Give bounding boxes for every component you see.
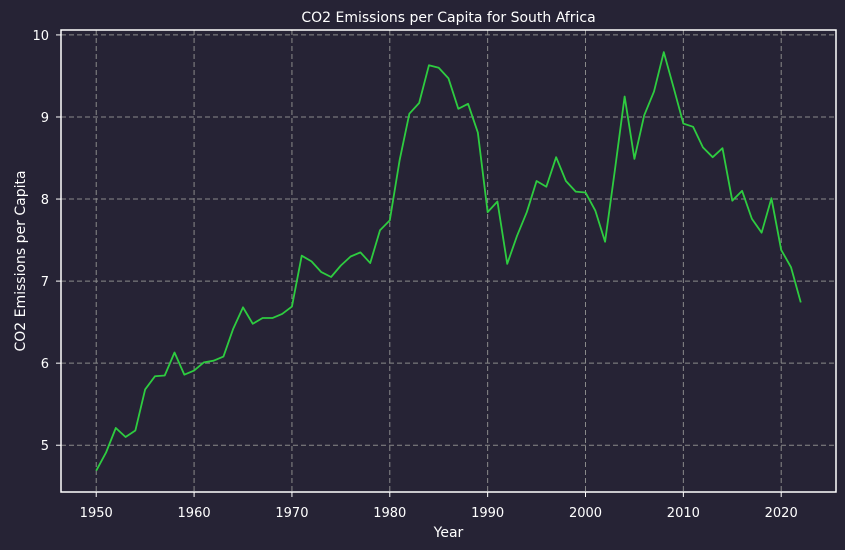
x-tick-label: 1960: [178, 506, 211, 521]
plot-frame: [60, 29, 837, 493]
y-tick-label: 9: [41, 111, 49, 126]
x-tick-label: 1970: [275, 506, 308, 521]
y-tick-label: 5: [41, 439, 49, 454]
series-line: [95, 51, 802, 472]
chart-title: CO2 Emissions per Capita for South Afric…: [301, 10, 595, 26]
x-axis: 1950 1960 1970 1980 1990 2000 2010 2020: [80, 492, 798, 521]
series-layer: [95, 51, 802, 472]
x-tick-label: 2020: [765, 506, 798, 521]
y-axis-title: CO2 Emissions per Capita: [13, 170, 29, 351]
x-axis-title: Year: [433, 525, 464, 541]
y-tick-label: 10: [32, 29, 49, 44]
grid: [61, 30, 836, 492]
x-tick-label: 2000: [569, 506, 602, 521]
x-tick-label: 2010: [667, 506, 700, 521]
y-tick-label: 8: [41, 193, 49, 208]
y-tick-label: 6: [41, 357, 49, 372]
x-tick-label: 1990: [471, 506, 504, 521]
y-tick-label: 7: [41, 275, 49, 290]
x-tick-label: 1980: [373, 506, 406, 521]
x-tick-label: 1950: [80, 506, 113, 521]
y-axis: 5 6 7 8 9 10: [32, 29, 61, 454]
